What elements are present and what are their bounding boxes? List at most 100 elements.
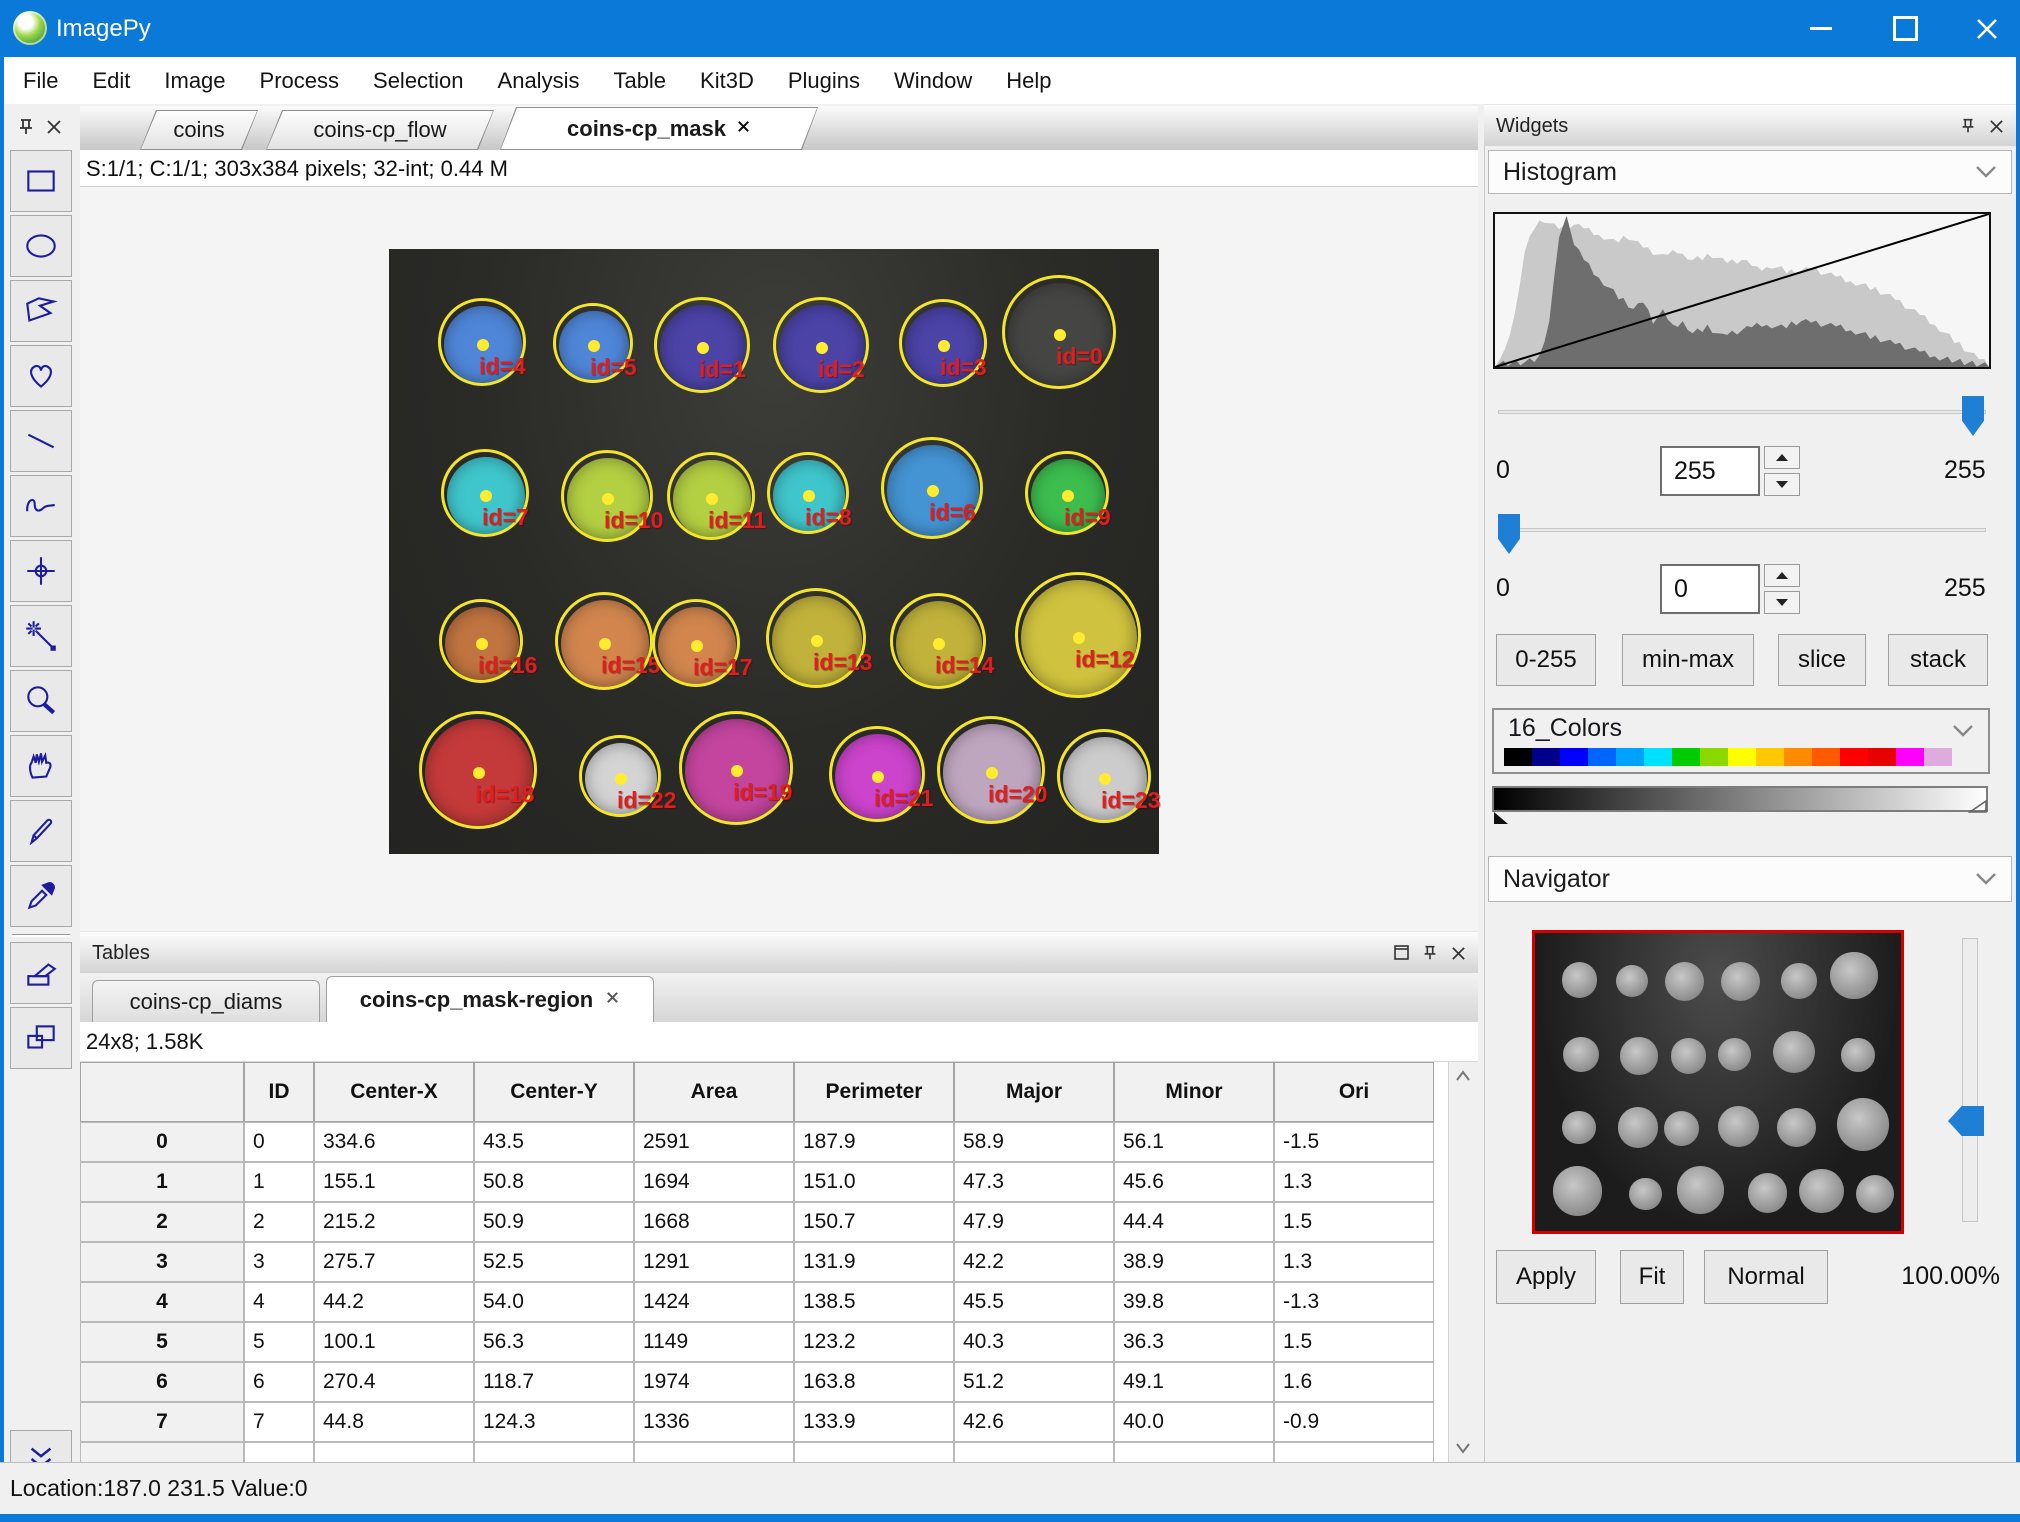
table-cell[interactable]: 4 xyxy=(244,1282,314,1322)
table-cell[interactable]: 39.8 xyxy=(1114,1282,1274,1322)
max-spin-up-button[interactable] xyxy=(1764,446,1800,469)
coin-region-id=18[interactable]: id=18 xyxy=(419,711,537,829)
table-cell[interactable] xyxy=(1274,1442,1434,1462)
menu-item-window[interactable]: Window xyxy=(894,68,973,93)
minimize-button[interactable] xyxy=(1788,0,1854,57)
range-stack-button[interactable]: stack xyxy=(1888,634,1988,686)
fill-tool-button[interactable] xyxy=(10,942,72,1004)
column-header-Major[interactable]: Major xyxy=(954,1062,1114,1122)
table-cell[interactable]: 47.9 xyxy=(954,1202,1114,1242)
coin-region-id=23[interactable]: id=23 xyxy=(1057,729,1160,823)
table-cell[interactable]: 54.0 xyxy=(474,1282,634,1322)
image-tab-coins-cp_flow[interactable]: coins-cp_flow xyxy=(266,110,494,150)
min-spin-up-button[interactable] xyxy=(1764,564,1800,587)
coin-region-id=16[interactable]: id=16 xyxy=(439,599,537,683)
table-cell[interactable]: -1.3 xyxy=(1274,1282,1434,1322)
table-cell[interactable]: 58.9 xyxy=(954,1122,1114,1162)
table-cell[interactable]: 51.2 xyxy=(954,1362,1114,1402)
scroll-down-icon[interactable] xyxy=(1455,1442,1471,1454)
table-cell[interactable]: 1 xyxy=(244,1162,314,1202)
hand-tool-button[interactable] xyxy=(10,735,72,797)
table-cell[interactable]: 56.3 xyxy=(474,1322,634,1362)
tables-restore-button[interactable] xyxy=(1388,932,1416,974)
table-cell[interactable]: 0 xyxy=(244,1122,314,1162)
scroll-up-icon[interactable] xyxy=(1455,1070,1471,1082)
pencil-tool-button[interactable] xyxy=(10,800,72,862)
table-cell[interactable]: 155.1 xyxy=(314,1162,474,1202)
tab-close-button[interactable] xyxy=(605,990,620,1010)
coin-region-id=20[interactable]: id=20 xyxy=(937,716,1047,824)
table-cell[interactable]: 1336 xyxy=(634,1402,794,1442)
menu-item-selection[interactable]: Selection xyxy=(373,68,464,93)
table-cell[interactable]: 56.1 xyxy=(1114,1122,1274,1162)
coin-region-id=4[interactable]: id=4 xyxy=(438,298,526,386)
table-tab-coins-cp_diams[interactable]: coins-cp_diams xyxy=(92,980,320,1022)
coin-region-id=11[interactable]: id=11 xyxy=(667,452,766,540)
column-header-Center-X[interactable]: Center-X xyxy=(314,1062,474,1122)
column-header-Perimeter[interactable]: Perimeter xyxy=(794,1062,954,1122)
coin-region-id=15[interactable]: id=15 xyxy=(555,592,660,690)
polygon-select-button[interactable] xyxy=(10,280,72,342)
menu-item-image[interactable]: Image xyxy=(164,68,226,93)
table-cell[interactable] xyxy=(314,1442,474,1462)
gradient-right-marker[interactable] xyxy=(1968,800,1988,814)
widgets-close-button[interactable] xyxy=(1982,105,2010,147)
table-cell[interactable] xyxy=(794,1442,954,1462)
zoom-tool-button[interactable] xyxy=(10,670,72,732)
table-cell[interactable]: -0.9 xyxy=(1274,1402,1434,1442)
table-scrollbar[interactable] xyxy=(1448,1062,1476,1462)
column-header-Ori[interactable]: Ori xyxy=(1274,1062,1434,1122)
table-cell[interactable]: 270.4 xyxy=(314,1362,474,1402)
table-cell[interactable]: 131.9 xyxy=(794,1242,954,1282)
image-tab-coins-cp_mask[interactable]: coins-cp_mask xyxy=(500,107,818,150)
navigator-zoom-track[interactable] xyxy=(1962,938,1978,1222)
layers-tool-button[interactable] xyxy=(10,1007,72,1069)
table-cell[interactable]: 334.6 xyxy=(314,1122,474,1162)
magic-wand-button[interactable] xyxy=(10,605,72,667)
table-cell[interactable] xyxy=(634,1442,794,1462)
gradient-ramp[interactable] xyxy=(1492,786,1988,812)
min-slider-handle[interactable] xyxy=(1498,514,1520,554)
table-cell[interactable]: 1.3 xyxy=(1274,1162,1434,1202)
row-header[interactable]: 2 xyxy=(80,1202,244,1242)
menu-item-help[interactable]: Help xyxy=(1006,68,1052,93)
curve-tool-button[interactable] xyxy=(10,475,72,537)
table-cell[interactable]: 44.8 xyxy=(314,1402,474,1442)
table-cell[interactable]: 138.5 xyxy=(794,1282,954,1322)
table-cell[interactable]: 1424 xyxy=(634,1282,794,1322)
max-slider-track[interactable] xyxy=(1498,410,1986,414)
maximize-button[interactable] xyxy=(1872,0,1938,57)
table-cell[interactable] xyxy=(244,1442,314,1462)
table-cell[interactable]: 36.3 xyxy=(1114,1322,1274,1362)
range-min-max-button[interactable]: min-max xyxy=(1622,634,1754,686)
table-cell[interactable]: 1.5 xyxy=(1274,1322,1434,1362)
table-cell[interactable]: 1.5 xyxy=(1274,1202,1434,1242)
region-table[interactable]: ID Center-X Center-Y Area Perimeter Major Mino… xyxy=(80,1062,1448,1462)
table-cell[interactable]: 124.3 xyxy=(474,1402,634,1442)
pin-icon[interactable] xyxy=(16,117,36,137)
min-spin-down-button[interactable] xyxy=(1764,591,1800,614)
image-canvas[interactable]: id=4 id=5 id=1 id=2 id=3 id=0 id=7 id=10 id=11 id… xyxy=(80,187,1478,931)
apply-button[interactable]: Apply xyxy=(1496,1250,1596,1304)
coin-region-id=21[interactable]: id=21 xyxy=(829,726,933,822)
table-cell[interactable]: 215.2 xyxy=(314,1202,474,1242)
table-cell[interactable]: 40.0 xyxy=(1114,1402,1274,1442)
table-cell[interactable]: 45.5 xyxy=(954,1282,1114,1322)
menu-item-kit3d[interactable]: Kit3D xyxy=(700,68,754,93)
column-header-Minor[interactable]: Minor xyxy=(1114,1062,1274,1122)
point-tool-button[interactable] xyxy=(10,540,72,602)
row-header[interactable]: 5 xyxy=(80,1322,244,1362)
coin-region-id=5[interactable]: id=5 xyxy=(553,303,637,383)
max-slider-handle[interactable] xyxy=(1962,396,1984,436)
table-cell[interactable]: 45.6 xyxy=(1114,1162,1274,1202)
coin-region-id=22[interactable]: id=22 xyxy=(579,735,676,817)
table-cell[interactable]: 44.2 xyxy=(314,1282,474,1322)
freehand-select-button[interactable] xyxy=(10,345,72,407)
tables-close-button[interactable] xyxy=(1444,932,1472,974)
table-cell[interactable]: 42.2 xyxy=(954,1242,1114,1282)
coin-region-id=8[interactable]: id=8 xyxy=(767,452,852,534)
coin-region-id=3[interactable]: id=3 xyxy=(899,299,987,387)
table-cell[interactable]: 275.7 xyxy=(314,1242,474,1282)
row-header[interactable] xyxy=(80,1442,244,1462)
table-cell[interactable]: 1.3 xyxy=(1274,1242,1434,1282)
